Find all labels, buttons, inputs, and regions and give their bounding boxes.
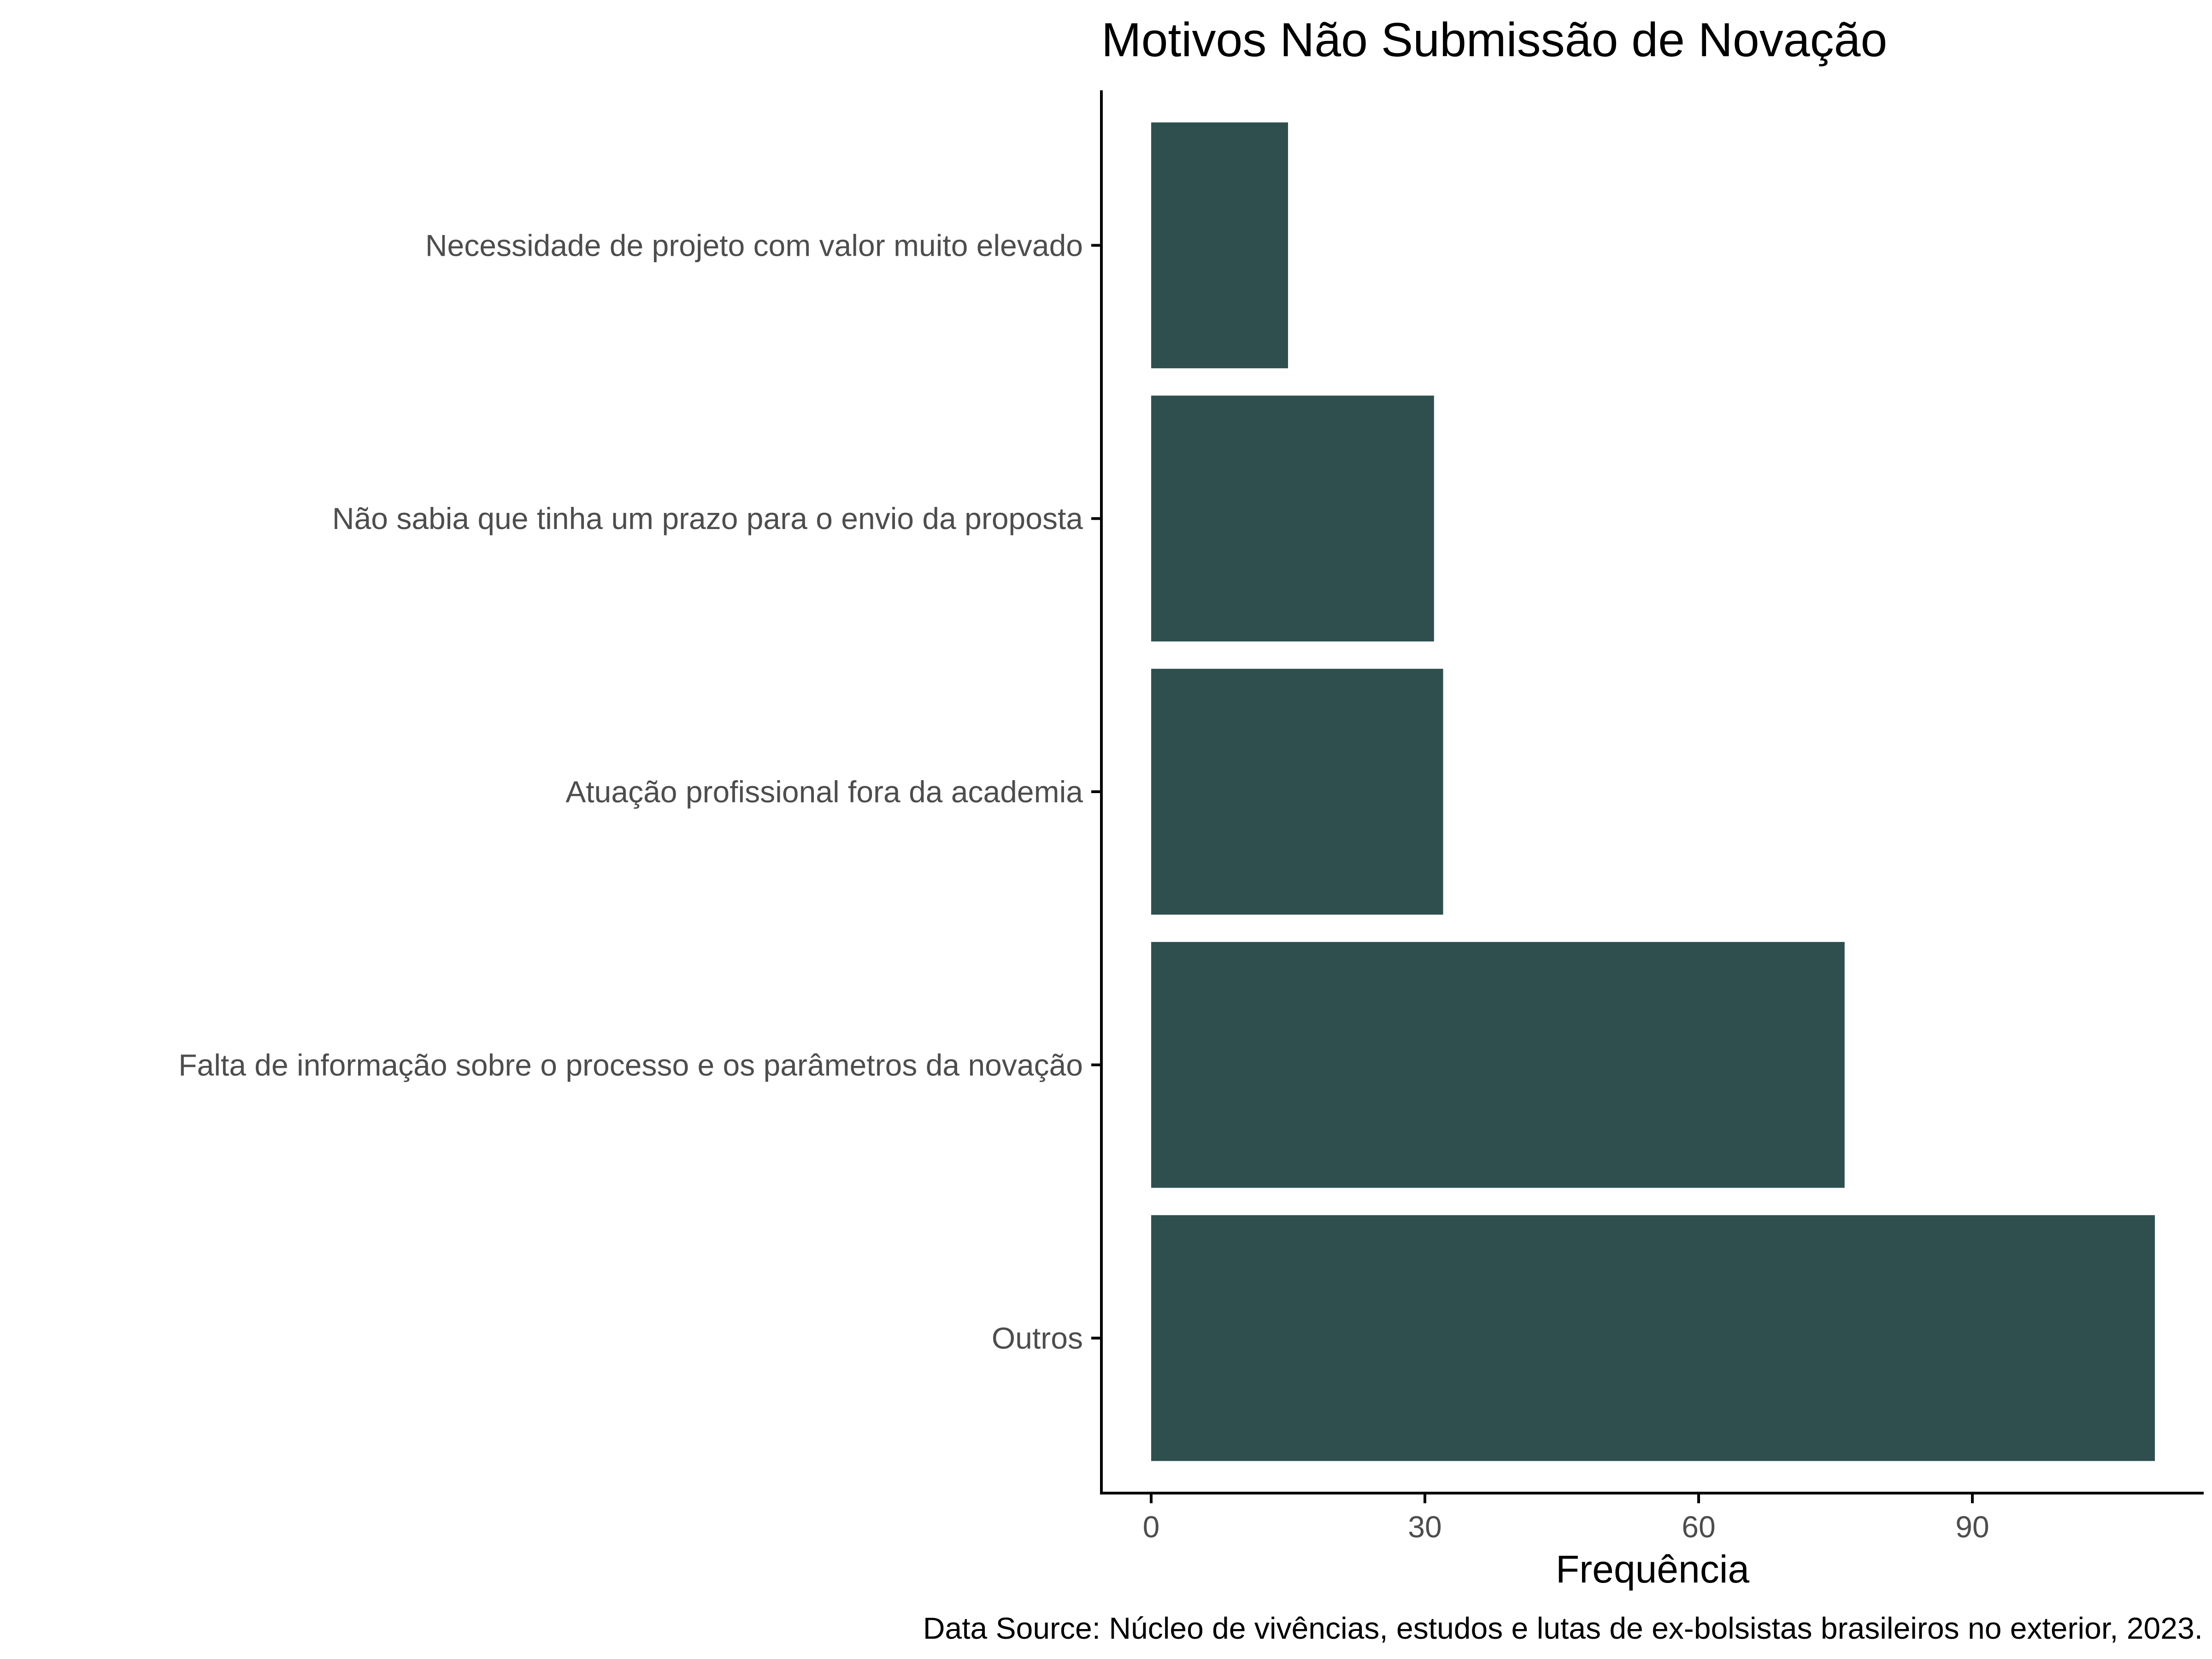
x-tick-label-2: 30 xyxy=(1408,1510,1441,1544)
category-label-2: Não sabia que tinha um prazo para o envi… xyxy=(332,501,1083,535)
bars-group xyxy=(1151,122,2155,1461)
category-label-5: Outros xyxy=(992,1321,1083,1355)
x-ticks: 0 30 60 90 xyxy=(1143,1493,1989,1544)
bar-3 xyxy=(1151,669,1443,915)
category-label-3: Atuação profissional fora da academia xyxy=(565,775,1083,809)
data-source-caption: Data Source: Núcleo de vivências, estudo… xyxy=(923,1611,2203,1645)
x-axis-title: Frequência xyxy=(1556,1547,1750,1591)
bar-5 xyxy=(1151,1215,2155,1461)
category-labels: Necessidade de projeto com valor muito e… xyxy=(178,228,1101,1355)
x-tick-label-4: 90 xyxy=(1955,1510,1989,1544)
category-label-1: Necessidade de projeto com valor muito e… xyxy=(425,228,1083,262)
bar-4 xyxy=(1151,942,1845,1188)
x-tick-label-3: 60 xyxy=(1682,1510,1715,1544)
x-tick-label-1: 0 xyxy=(1143,1510,1160,1544)
category-label-4: Falta de informação sobre o processo e o… xyxy=(178,1048,1083,1082)
chart-title: Motivos Não Submissão de Novação xyxy=(1101,13,1887,67)
bar-2 xyxy=(1151,395,1434,641)
bar-1 xyxy=(1151,122,1288,369)
